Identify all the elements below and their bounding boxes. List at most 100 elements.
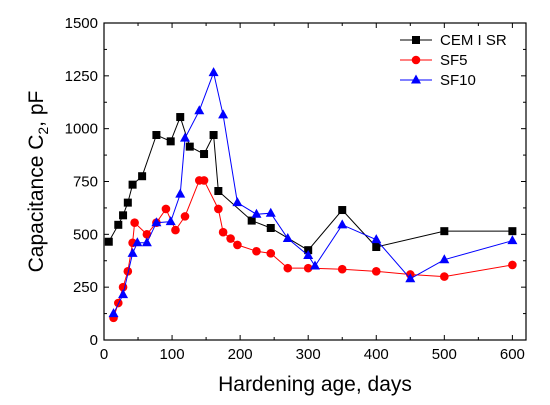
data-point xyxy=(372,243,381,252)
y-tick-label: 1250 xyxy=(65,68,98,85)
data-point xyxy=(251,208,262,218)
data-point xyxy=(179,132,190,142)
data-point xyxy=(119,211,128,220)
data-point xyxy=(508,260,517,270)
legend-label: SF5 xyxy=(440,52,468,69)
legend-marker xyxy=(412,36,420,44)
data-point xyxy=(405,273,416,283)
legend-item: SF10 xyxy=(400,72,476,89)
data-point xyxy=(132,237,143,247)
data-point xyxy=(194,105,205,115)
data-point xyxy=(138,172,147,181)
series-sf10 xyxy=(108,67,518,318)
data-point xyxy=(180,212,190,221)
x-tick-label: 100 xyxy=(160,346,185,363)
data-point xyxy=(282,233,293,243)
data-point xyxy=(232,197,243,207)
data-point xyxy=(265,207,276,217)
legend-marker xyxy=(411,74,421,84)
data-point xyxy=(114,220,123,229)
data-point xyxy=(508,227,517,236)
data-point xyxy=(283,263,293,273)
data-point xyxy=(214,204,223,214)
data-point xyxy=(214,187,223,196)
series-line xyxy=(113,179,513,318)
data-point xyxy=(233,240,242,250)
data-point xyxy=(123,267,133,276)
data-point xyxy=(200,150,209,159)
y-tick-label: 250 xyxy=(73,279,98,296)
legend: CEM I SR SF5 SF10 xyxy=(400,32,507,89)
legend-item: CEM I SR xyxy=(400,32,507,49)
legend-item: SF5 xyxy=(400,52,468,69)
data-point xyxy=(123,198,132,207)
data-point xyxy=(175,188,186,198)
x-tick-label: 400 xyxy=(364,346,389,363)
data-point xyxy=(439,254,450,264)
data-point xyxy=(165,216,176,226)
data-point xyxy=(247,216,256,225)
y-tick-label: 1500 xyxy=(65,15,98,32)
data-point xyxy=(151,217,162,227)
legend-marker xyxy=(411,55,421,65)
data-point xyxy=(507,235,518,245)
y-tick-label: 0 xyxy=(90,332,98,349)
data-point xyxy=(185,142,194,151)
data-point xyxy=(226,234,235,243)
series-line xyxy=(113,70,513,314)
plot-frame xyxy=(103,22,527,341)
x-tick-label: 600 xyxy=(500,346,525,363)
data-point xyxy=(171,225,180,235)
series-line xyxy=(108,115,513,251)
data-point xyxy=(152,131,161,140)
data-point xyxy=(440,227,449,236)
x-tick-label: 500 xyxy=(432,346,457,363)
data-point xyxy=(128,180,137,189)
series-cem-i-sr xyxy=(104,113,517,255)
data-point xyxy=(310,260,320,270)
x-axis-title: Hardening age, days xyxy=(218,373,412,396)
data-point xyxy=(303,263,313,273)
x-tick-label: 0 xyxy=(100,346,108,363)
data-point xyxy=(371,267,381,276)
y-axis-ticks: 0 250 500 750 1000 1250 1500 xyxy=(65,15,526,349)
x-tick-label: 300 xyxy=(296,346,321,363)
data-point xyxy=(266,223,275,232)
data-point xyxy=(440,272,449,281)
data-point xyxy=(176,113,185,122)
data-point xyxy=(127,247,138,257)
data-point xyxy=(104,237,113,246)
y-axis-title-unit: , pF xyxy=(25,91,48,127)
y-axis-title-subscript: 2 xyxy=(35,127,51,135)
series-layer xyxy=(104,67,518,323)
data-point xyxy=(337,219,348,229)
data-point xyxy=(371,234,382,244)
data-point xyxy=(141,237,152,247)
data-point xyxy=(209,131,218,140)
data-point xyxy=(118,289,129,299)
x-axis-ticks: 0 100 200 300 400 500 600 xyxy=(100,23,525,363)
legend-label: CEM I SR xyxy=(440,32,507,49)
plot-border xyxy=(103,22,527,341)
x-tick-label: 200 xyxy=(228,346,253,363)
y-tick-label: 500 xyxy=(73,226,98,243)
y-tick-label: 1000 xyxy=(65,121,98,138)
data-point xyxy=(218,109,229,119)
data-point xyxy=(108,308,119,318)
data-point xyxy=(208,67,219,77)
data-point xyxy=(303,249,314,259)
data-point xyxy=(266,249,276,258)
data-point xyxy=(218,227,228,237)
series-sf5 xyxy=(109,176,517,323)
data-point xyxy=(166,137,175,146)
y-axis-title-main: Capacitance C xyxy=(25,135,48,273)
data-point xyxy=(252,246,261,256)
y-axis-title: Capacitance C2, pF xyxy=(25,91,51,273)
data-point xyxy=(142,230,152,239)
data-point xyxy=(337,264,347,274)
legend-label: SF10 xyxy=(440,72,476,89)
y-tick-label: 750 xyxy=(73,174,98,191)
data-point xyxy=(338,206,347,215)
data-point xyxy=(161,204,171,214)
